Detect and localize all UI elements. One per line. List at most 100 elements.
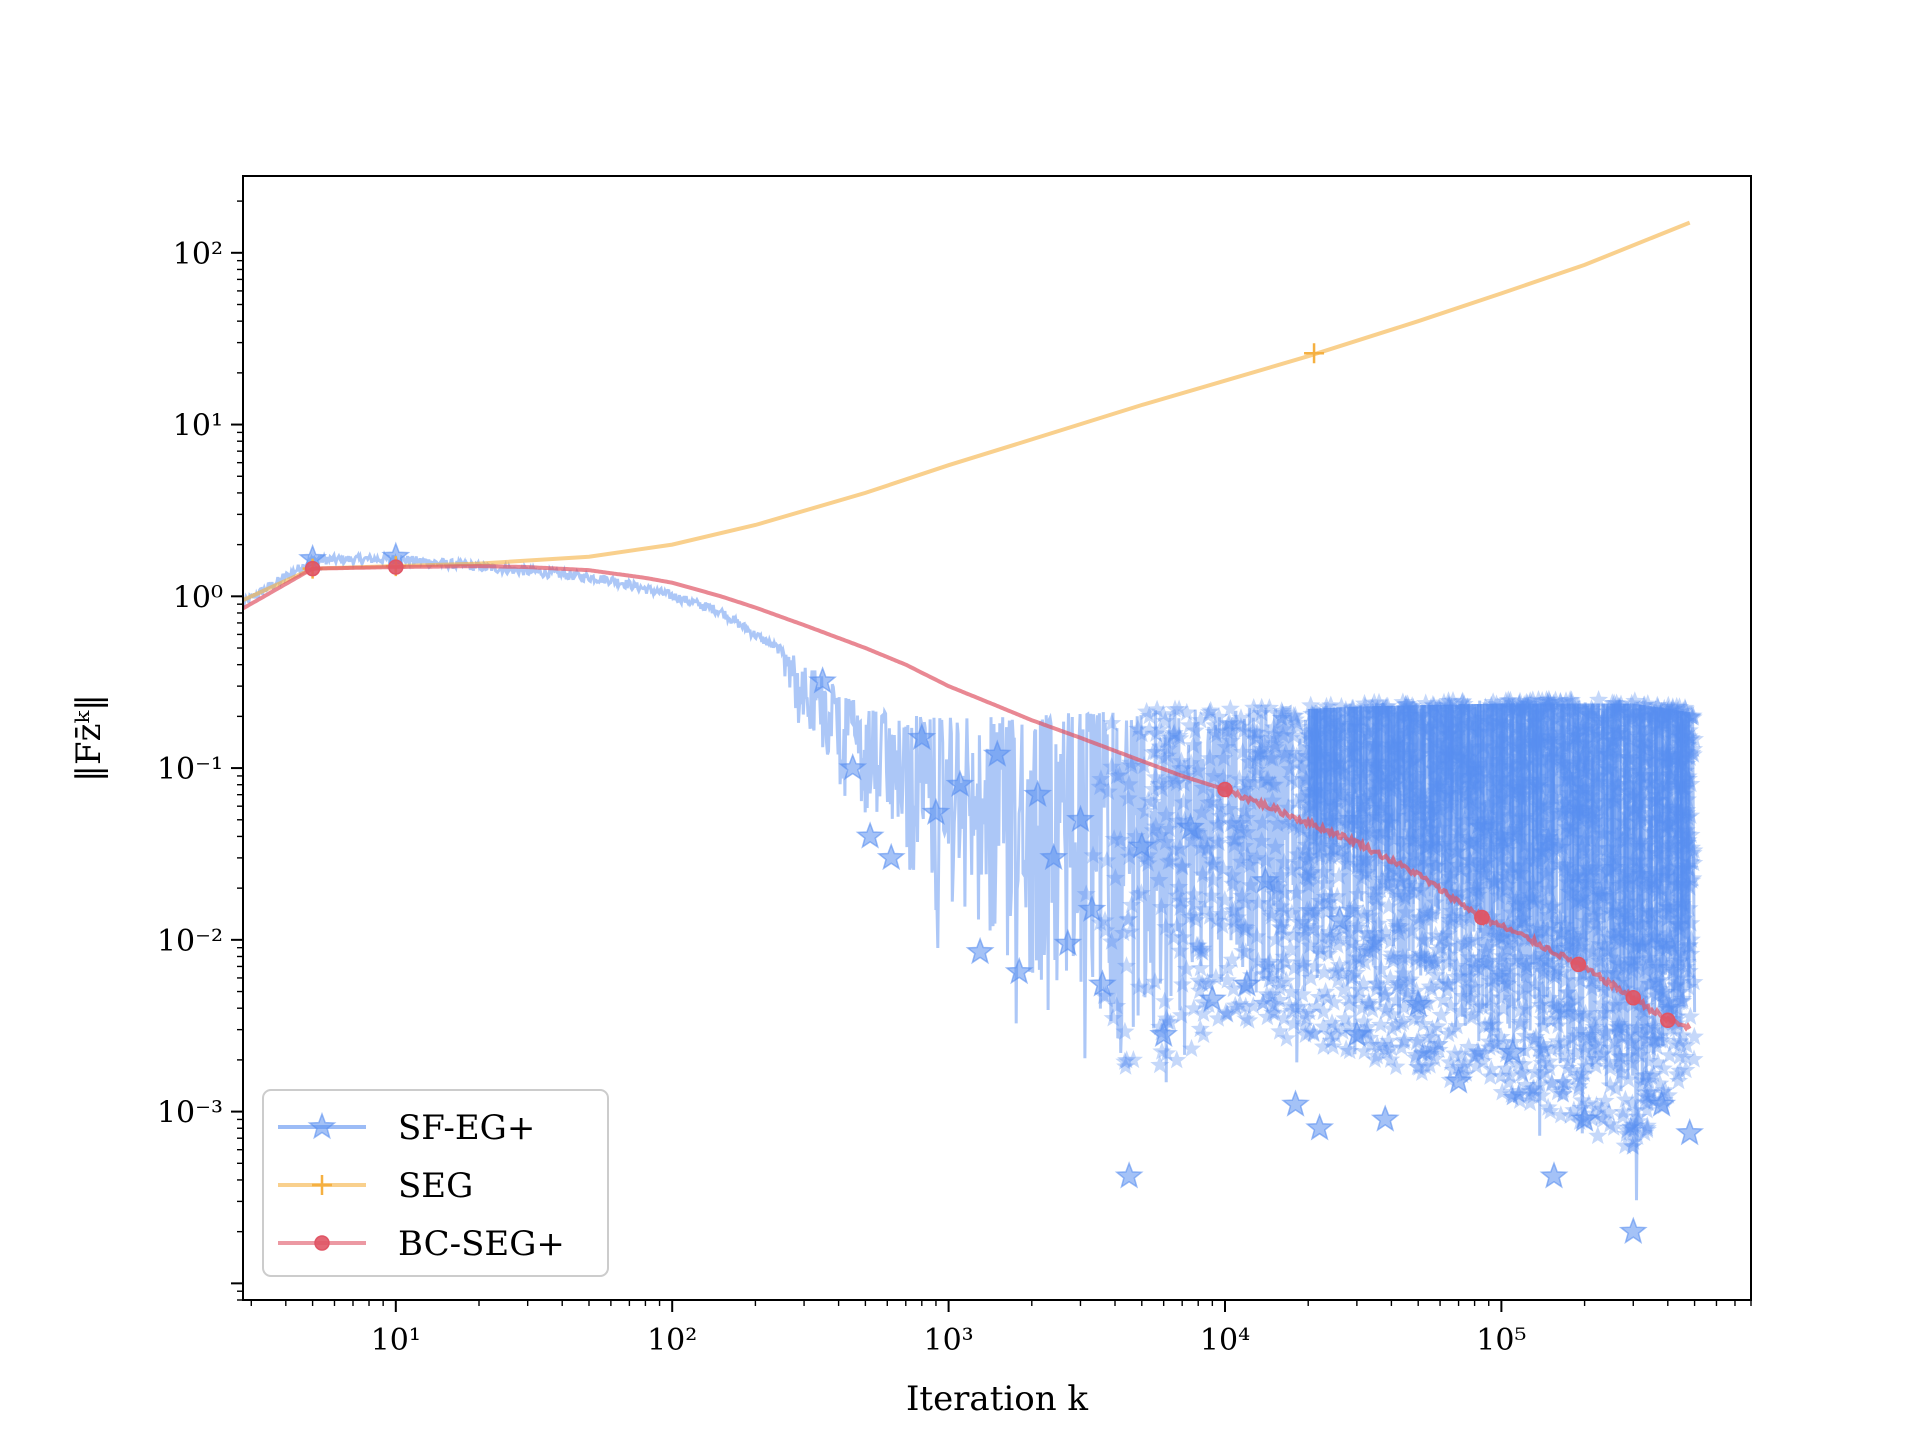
sf-eg-band-star	[1525, 892, 1545, 911]
sf-eg-band-star	[1315, 873, 1335, 892]
sf-eg-band-star	[1655, 776, 1675, 795]
sf-eg-band-star	[1553, 1079, 1573, 1098]
sf-eg-band-star	[1589, 738, 1608, 757]
sf-eg-band-star	[1538, 1097, 1558, 1116]
sf-eg-band-star	[1596, 1021, 1616, 1040]
sf-eg-band-star	[1495, 712, 1515, 731]
sf-eg-band-star	[1683, 707, 1703, 726]
sf-eg-band-star	[1415, 901, 1435, 920]
sf-eg-band-star	[1629, 891, 1649, 910]
sf-eg-band-star	[1458, 791, 1478, 810]
sf-eg-band-star	[1330, 760, 1350, 779]
sf-eg-band-star	[1123, 1050, 1143, 1069]
sf-eg-band-star	[1333, 1021, 1353, 1040]
sf-eg-band-star	[1265, 774, 1285, 793]
sf-eg-band-star	[1581, 1025, 1601, 1044]
sf-eg-band-star	[1566, 700, 1586, 719]
sf-eg-band-star	[1683, 843, 1703, 862]
sf-eg-band-star	[1404, 883, 1424, 902]
sf-eg-band-star	[1274, 719, 1294, 738]
sf-eg-band-star	[1572, 749, 1592, 768]
sf-eg-band-star	[1247, 926, 1267, 945]
sf-eg-band-star	[1591, 748, 1611, 767]
sf-eg-band-star	[1308, 739, 1328, 758]
sf-eg-band-star	[1574, 760, 1594, 779]
sf-eg-band-star	[1120, 921, 1140, 940]
sf-eg-band-star	[1618, 804, 1638, 823]
sf-eg-band-star	[1225, 835, 1244, 854]
sf-eg-band-star	[1237, 822, 1257, 841]
sf-eg-band-star	[1170, 728, 1190, 747]
sf-eg-band-star	[1541, 756, 1560, 775]
sf-eg-band-star	[1340, 923, 1360, 942]
sf-eg-band-star	[1637, 900, 1657, 919]
sf-eg-band-star	[1461, 790, 1481, 809]
sf-eg-band-star	[1552, 697, 1572, 716]
sf-eg-marker	[1305, 1113, 1335, 1141]
sf-eg-band-star	[1382, 1018, 1402, 1037]
sf-eg-band-star	[1638, 810, 1658, 829]
sf-eg-band-star	[1420, 717, 1440, 736]
sf-eg-band-star	[1356, 923, 1376, 942]
x-tick-label: 10²	[647, 1323, 697, 1358]
sf-eg-band-star	[1336, 1039, 1356, 1058]
sf-eg-band-star	[1174, 773, 1194, 792]
sf-eg-band-star	[1450, 717, 1470, 736]
sf-eg-band-star	[1637, 1116, 1657, 1135]
sf-eg-band-star	[1453, 752, 1473, 771]
sf-eg-band-star	[1531, 995, 1551, 1014]
sf-eg-band-star	[1443, 907, 1463, 926]
sf-eg-band-star	[1611, 1027, 1631, 1046]
sf-eg-band-star	[1436, 761, 1456, 780]
sf-eg-band-star	[1569, 1079, 1588, 1098]
sf-eg-band-star	[1418, 1027, 1437, 1046]
sf-eg-band-star	[1321, 695, 1341, 714]
sf-eg-band-star	[1666, 810, 1686, 829]
sf-eg-band-star	[1397, 702, 1416, 721]
sf-eg-band-star	[1497, 867, 1517, 886]
sf-eg-band-star	[1421, 798, 1441, 817]
sf-eg-band-star	[1671, 713, 1691, 732]
sf-eg-band-star	[1299, 869, 1318, 888]
sf-eg-marker	[1149, 1019, 1179, 1048]
sf-eg-band-star	[1582, 847, 1602, 866]
sf-eg-band-star	[1636, 725, 1655, 744]
sf-eg-band-star	[1621, 820, 1641, 839]
sf-eg-band-star	[1656, 938, 1676, 957]
sf-eg-band-star	[1430, 818, 1450, 837]
sf-eg-band-star	[1413, 1043, 1433, 1062]
sf-eg-band-star	[1589, 710, 1609, 729]
sf-eg-band-star	[1677, 858, 1697, 877]
sf-eg-band-star	[1235, 836, 1254, 855]
sf-eg-band-star	[1665, 775, 1685, 794]
sf-eg-band-star	[1584, 810, 1604, 829]
sf-eg-band-star	[1570, 698, 1589, 717]
sf-eg-band-star	[1529, 775, 1549, 794]
sf-eg-band-star	[1670, 982, 1690, 1001]
sf-eg-band-star	[1309, 728, 1329, 747]
sf-eg-band-star	[1578, 754, 1598, 773]
sf-eg-band-star	[1660, 901, 1680, 920]
sf-eg-band-star	[1540, 1101, 1560, 1120]
sf-eg-band-star	[1447, 827, 1467, 846]
sf-eg-band-star	[1661, 709, 1681, 728]
sf-eg-band-star	[1570, 752, 1590, 771]
sf-eg-band-star	[1590, 951, 1610, 970]
sf-eg-band-star	[1480, 841, 1500, 860]
sf-eg-band-star	[1582, 969, 1602, 988]
sf-eg-band-star	[1208, 815, 1228, 834]
sf-eg-band-star	[1658, 1085, 1678, 1104]
sf-eg-band-star	[1300, 935, 1320, 954]
sf-eg-band-star	[1592, 713, 1611, 732]
sf-eg-band-star	[1666, 1019, 1686, 1038]
sf-eg-band-star	[1572, 719, 1591, 738]
sf-eg-marker	[1004, 956, 1034, 985]
sf-eg-marker	[855, 821, 885, 849]
sf-eg-band-star	[1263, 728, 1283, 747]
sf-eg-band-star	[1231, 717, 1251, 736]
sf-eg-band-star	[1382, 1004, 1402, 1023]
sf-eg-band-star	[1459, 1037, 1479, 1056]
sf-eg-band-star	[1524, 851, 1544, 870]
sf-eg-band-star	[1415, 838, 1435, 857]
sf-eg-band-star	[1614, 957, 1634, 976]
